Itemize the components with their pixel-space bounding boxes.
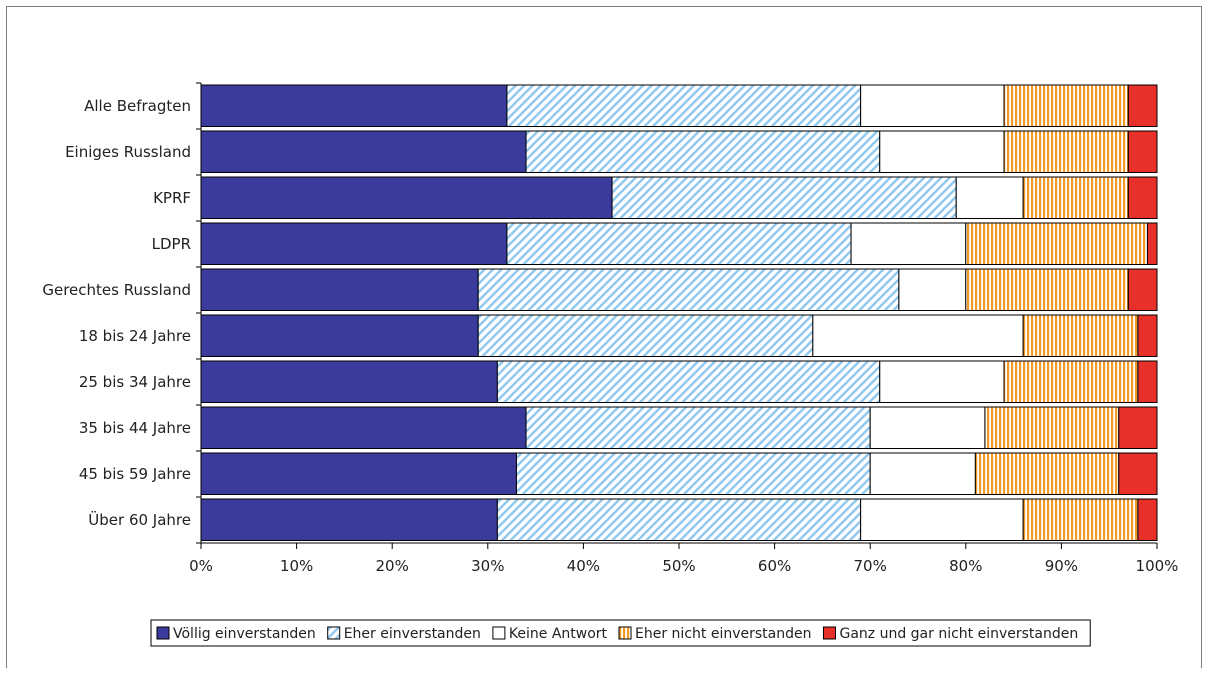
bar-segment bbox=[477, 314, 814, 357]
category-label: 25 bis 34 Jahre bbox=[79, 373, 191, 391]
bar-segment bbox=[506, 84, 862, 127]
x-tick-label: 0% bbox=[189, 557, 213, 575]
legend-label: Eher nicht einverstanden bbox=[635, 626, 811, 642]
legend-swatch bbox=[156, 626, 170, 640]
bar-segment bbox=[1127, 84, 1158, 127]
bar-segment bbox=[200, 84, 508, 127]
bar-segment bbox=[1127, 176, 1158, 219]
legend-swatch bbox=[822, 626, 836, 640]
bar-segment bbox=[525, 406, 871, 449]
category-label: 18 bis 24 Jahre bbox=[79, 327, 191, 345]
bar-segment bbox=[525, 130, 881, 173]
bar-segment bbox=[1003, 130, 1129, 173]
bar-segment bbox=[1127, 130, 1158, 173]
bar-segment bbox=[850, 222, 967, 265]
bar-segment bbox=[1003, 360, 1139, 403]
category-label: LDPR bbox=[152, 235, 191, 253]
bar-segment bbox=[879, 360, 1005, 403]
bar-segment bbox=[1003, 84, 1129, 127]
bar-segment bbox=[1118, 406, 1158, 449]
bar-segment bbox=[200, 498, 498, 541]
bar-segment bbox=[200, 314, 479, 357]
legend-swatch bbox=[618, 626, 632, 640]
bar-segment bbox=[496, 360, 881, 403]
legend-label: Eher einverstanden bbox=[344, 626, 481, 642]
x-tick-label: 50% bbox=[662, 557, 695, 575]
bar-segment bbox=[1127, 268, 1158, 311]
legend-swatch bbox=[492, 626, 506, 640]
bar-segment bbox=[869, 406, 986, 449]
bars-group bbox=[200, 84, 1158, 541]
bar-segment bbox=[1022, 314, 1139, 357]
x-tick-label: 20% bbox=[376, 557, 409, 575]
category-label: 35 bis 44 Jahre bbox=[79, 419, 191, 437]
x-axis: 0% 10% 20% 30% 40% 50% 60% 70% 80% 90% 100% bbox=[189, 82, 1179, 575]
bar-segment bbox=[869, 452, 976, 495]
bar-segment bbox=[860, 84, 1005, 127]
bar-segment bbox=[1022, 176, 1129, 219]
bar-segment bbox=[200, 268, 479, 311]
bar-segment bbox=[984, 406, 1120, 449]
bar-segment bbox=[200, 176, 613, 219]
bar-segment bbox=[200, 222, 508, 265]
bar-segment bbox=[965, 222, 1148, 265]
bar-segment bbox=[1022, 498, 1139, 541]
legend-label: Keine Antwort bbox=[509, 626, 608, 642]
x-tick-label: 40% bbox=[567, 557, 600, 575]
bar-segment bbox=[611, 176, 957, 219]
bar-segment bbox=[955, 176, 1024, 219]
bar-segment bbox=[879, 130, 1005, 173]
category-label: KPRF bbox=[153, 189, 191, 207]
stacked-bar-chart: Alle Befragten Einiges Russland KPRF LDPR Ge… bbox=[42, 82, 1179, 647]
bar-segment bbox=[898, 268, 967, 311]
bar-segment bbox=[974, 452, 1120, 495]
bar-segment bbox=[860, 498, 1024, 541]
x-tick-label: 60% bbox=[758, 557, 791, 575]
bar-segment bbox=[1137, 498, 1158, 541]
x-tick-label: 30% bbox=[471, 557, 504, 575]
bar-segment bbox=[812, 314, 1024, 357]
bar-segment bbox=[1137, 314, 1158, 357]
bar-segment bbox=[200, 452, 517, 495]
bar-segment bbox=[1118, 452, 1158, 495]
legend: Völlig einverstanden Eher einverstanden Ke… bbox=[150, 619, 1091, 647]
x-tick-label: 70% bbox=[854, 557, 887, 575]
category-label: 45 bis 59 Jahre bbox=[79, 465, 191, 483]
legend-label: Ganz und gar nicht einverstanden bbox=[839, 626, 1078, 642]
bar-segment bbox=[1137, 360, 1158, 403]
bar-segment bbox=[515, 452, 871, 495]
legend-label: Völlig einverstanden bbox=[173, 626, 316, 642]
x-tick-label: 90% bbox=[1045, 557, 1078, 575]
bar-segment bbox=[496, 498, 862, 541]
bar-segment bbox=[200, 130, 527, 173]
x-tick-label: 100% bbox=[1136, 557, 1179, 575]
category-label: Gerechtes Russland bbox=[42, 281, 191, 299]
bar-segment bbox=[965, 268, 1129, 311]
category-label: Über 60 Jahre bbox=[88, 510, 191, 529]
chart-frame: Alle Befragten Einiges Russland KPRF LDPR Ge… bbox=[6, 6, 1202, 668]
bar-segment bbox=[477, 268, 900, 311]
category-label: Einiges Russland bbox=[65, 143, 191, 161]
bar-segment bbox=[200, 406, 527, 449]
x-tick-label: 10% bbox=[280, 557, 313, 575]
legend-swatch bbox=[327, 626, 341, 640]
bar-segment bbox=[506, 222, 852, 265]
legend-box bbox=[150, 619, 1091, 647]
category-labels: Alle Befragten Einiges Russland KPRF LDPR Ge… bbox=[42, 97, 191, 529]
bar-segment bbox=[1146, 222, 1158, 265]
bar-segment bbox=[200, 360, 498, 403]
category-label: Alle Befragten bbox=[84, 97, 191, 115]
x-tick-label: 80% bbox=[949, 557, 982, 575]
